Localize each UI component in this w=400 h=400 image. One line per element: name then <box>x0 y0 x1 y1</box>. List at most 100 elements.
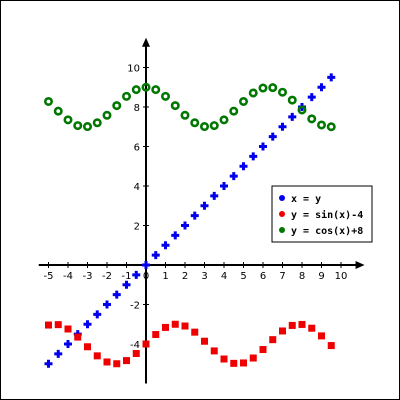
point-cos <box>200 122 210 132</box>
point-x-eq-y <box>83 320 92 329</box>
point-cos <box>297 105 307 115</box>
point-cos <box>151 85 161 95</box>
x-tick-label: 6 <box>260 271 266 282</box>
point-cos <box>112 101 122 111</box>
point-sin <box>113 360 121 368</box>
point-sin <box>181 322 189 330</box>
point-x-eq-y <box>220 182 228 190</box>
x-tick-label: 1 <box>162 271 168 282</box>
point-x-eq-y <box>268 132 277 141</box>
y-tick-label: -2 <box>130 301 140 312</box>
point-sin <box>84 343 91 351</box>
legend-label-sin: y = sin(x)-4 <box>291 209 363 221</box>
point-cos <box>326 122 336 132</box>
point-sin <box>64 325 72 333</box>
x-tick-label: -5 <box>44 271 54 282</box>
point-sin <box>191 328 199 336</box>
x-tick-label: 10 <box>335 271 348 282</box>
point-cos <box>43 96 53 106</box>
y-tick-label: 10 <box>127 64 140 75</box>
marks <box>43 73 336 368</box>
point-cos <box>268 83 278 93</box>
point-sin <box>162 323 169 331</box>
series-2 <box>45 320 335 368</box>
point-sin <box>171 320 179 328</box>
point-sin <box>123 357 130 365</box>
point-x-eq-y <box>161 241 170 250</box>
point-x-eq-y <box>327 73 336 82</box>
point-cos <box>53 106 63 116</box>
point-cos <box>219 115 229 125</box>
point-cos <box>190 118 200 128</box>
point-x-eq-y <box>54 349 63 358</box>
point-x-eq-y <box>249 152 258 161</box>
x-tick-label: 5 <box>240 271 246 282</box>
point-x-eq-y <box>200 201 209 210</box>
x-tick-label: -1 <box>122 271 132 282</box>
point-sin <box>298 320 306 328</box>
legend-label-cos: y = cos(x)+8 <box>291 226 363 237</box>
point-cos <box>180 110 190 120</box>
point-x-eq-y <box>259 142 267 151</box>
point-x-eq-y <box>151 251 160 260</box>
y-tick-label: -4 <box>130 340 140 351</box>
point-cos <box>316 120 326 130</box>
point-cos <box>229 106 239 116</box>
point-x-eq-y <box>44 359 53 368</box>
x-tick-label: 8 <box>299 271 305 282</box>
point-cos <box>122 91 132 101</box>
point-sin <box>259 346 267 354</box>
point-x-eq-y <box>64 340 72 348</box>
point-sin <box>93 352 101 360</box>
point-cos <box>92 118 102 128</box>
point-sin <box>74 333 82 341</box>
point-sin <box>318 332 325 340</box>
point-x-eq-y <box>122 280 131 289</box>
point-cos <box>209 121 219 131</box>
point-x-eq-y <box>103 300 111 309</box>
legend-box <box>271 185 373 243</box>
point-sin <box>201 337 208 345</box>
point-x-eq-y <box>317 83 326 92</box>
point-sin <box>220 355 228 363</box>
point-sin <box>269 336 277 344</box>
x-tick-label: 0 <box>143 271 149 282</box>
series-1 <box>44 73 336 368</box>
point-cos <box>63 115 73 125</box>
point-cos <box>141 82 151 92</box>
x-tick-label: -3 <box>83 271 93 282</box>
point-sin <box>152 331 160 339</box>
y-axis-arrow <box>142 37 150 47</box>
y-tick-label: 6 <box>134 143 140 154</box>
x-tick-label: 9 <box>318 271 324 282</box>
point-cos <box>239 96 249 106</box>
x-tick-label: 7 <box>279 271 285 282</box>
point-sin <box>308 324 316 332</box>
point-x-eq-y <box>229 172 238 181</box>
y-tick-label: 8 <box>134 103 140 114</box>
point-sin <box>45 321 52 329</box>
point-sin <box>279 327 286 335</box>
point-sin <box>240 359 247 367</box>
point-sin <box>327 342 335 350</box>
legend-label-x-eq-y: x = y <box>291 194 321 205</box>
x-tick-label: -4 <box>63 271 73 282</box>
x-axis-arrow <box>355 261 365 269</box>
point-sin <box>103 358 111 366</box>
x-tick-label: 2 <box>182 271 188 282</box>
point-cos <box>73 121 83 131</box>
point-cos <box>131 85 141 95</box>
x-tick-label: 4 <box>221 271 227 282</box>
point-x-eq-y <box>239 162 248 171</box>
point-sin <box>54 321 62 329</box>
point-x-eq-y <box>190 211 199 220</box>
legend-marker-x-eq-y <box>279 195 285 201</box>
point-x-eq-y <box>181 221 189 230</box>
point-sin <box>288 321 296 329</box>
point-sin <box>142 340 150 348</box>
point-cos <box>161 91 171 101</box>
point-x-eq-y <box>112 290 121 299</box>
point-x-eq-y <box>278 122 287 131</box>
point-x-eq-y <box>210 191 219 200</box>
